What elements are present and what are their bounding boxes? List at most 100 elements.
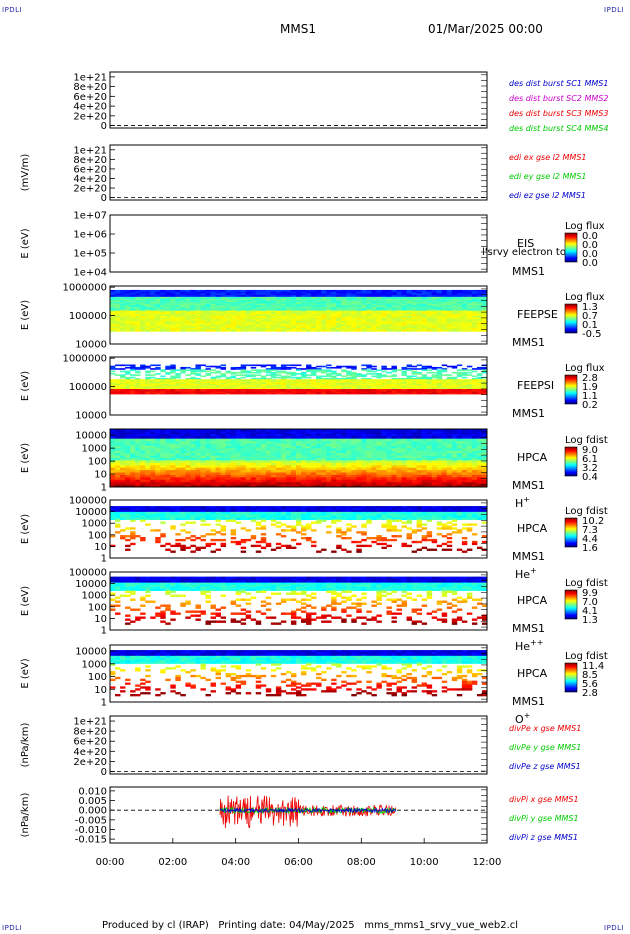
spacecraft-label: MMS1 — [512, 336, 545, 349]
instrument-label: HPCA — [517, 667, 548, 680]
corner-label-top-right: IPDLI — [604, 6, 625, 14]
ylabel-hpca-he1: E (eV) — [20, 514, 31, 544]
ytick-label: 1000000 — [62, 283, 107, 294]
ytick-label: 1000 — [82, 444, 107, 455]
ytick-label: 0 — [101, 767, 107, 778]
frame-hpca-h — [109, 428, 488, 488]
colorbar-tick-label: 1.9 — [582, 382, 598, 393]
xtick-label: 10:00 — [410, 857, 439, 868]
ytick-label: 6e+20 — [73, 92, 107, 103]
footer-produced-by: Produced by cl (IRAP) — [102, 920, 209, 931]
ylabel-hpca-h: E (eV) — [20, 443, 31, 473]
corner-label-top-left: IPDLI — [2, 6, 23, 14]
colorbar-tick-label: 5.6 — [582, 679, 598, 690]
colorbar-tick-label: 4.1 — [582, 606, 598, 617]
ylabel-divpe: (nPa/km) — [20, 723, 31, 768]
colorbar-tick-label: 0.7 — [582, 311, 598, 322]
colorbar — [564, 517, 578, 548]
legend-entry: des dist burst SC2 MMS2 — [509, 94, 608, 103]
ytick-label: 10000 — [75, 340, 107, 351]
ylabel-feeps-i: E (eV) — [20, 371, 31, 401]
ytick-label: 1e+06 — [73, 230, 107, 241]
frame-feeps-i — [109, 356, 488, 416]
spectrogram-hpca-he2 — [110, 576, 488, 625]
species-label: H+ — [515, 495, 530, 510]
colorbar — [564, 303, 578, 334]
xtick-label: 12:00 — [473, 857, 502, 868]
frame-edi-e — [109, 144, 488, 201]
ytick-label: -0.005 — [75, 815, 107, 826]
panel-feeps-e: 1000000 100000 10000 E (eV) FEEPSE MMS1 Log fl… — [20, 283, 605, 351]
legend-entry: divPe y gse MMS1 — [509, 743, 581, 752]
spectrogram-hpca-o — [110, 650, 488, 697]
colorbar — [564, 232, 578, 263]
colorbar-tick-label: 7.3 — [582, 525, 598, 536]
ytick-label: 1 — [101, 626, 107, 637]
spacecraft-label: MMS1 — [512, 407, 545, 420]
panel-hpca-h: 10000 1000 100 10 1 E (eV) HPCA MMS1 H+ Log fdist… — [20, 428, 608, 510]
legend-entry: divPi y gse MMS1 — [509, 814, 579, 823]
ytick-label: 0 — [101, 193, 107, 204]
ylabel-eis: E (eV) — [20, 228, 31, 258]
panel-eis: 1e+07 1e+06 1e+05 1e+04 E (eV) EIS MMS1 l'srvy … — [20, 211, 605, 279]
colorbar-tick-label: 0.0 — [582, 258, 598, 269]
colorbar-tick-label: 10.2 — [582, 516, 604, 527]
ytick-label: 4e+20 — [73, 747, 107, 758]
ytick-label: 100 — [88, 672, 107, 683]
ytick-label: 1e+21 — [73, 72, 107, 83]
ylabel-edi-e: (mV/m) — [20, 154, 31, 192]
ytick-label: 1e+21 — [73, 145, 107, 156]
header-spacecraft: MMS1 — [280, 22, 316, 36]
spectrogram-feeps-i — [110, 364, 488, 395]
legend-entry: edi ex gse l2 MMS1 — [509, 153, 587, 162]
legend-entry: divPe z gse MMS1 — [509, 762, 581, 771]
ytick-label: 10 — [94, 470, 107, 481]
colorbar-tick-label: 3.2 — [582, 463, 598, 474]
ytick-label: 100000 — [69, 382, 107, 393]
ytick-label: 1e+07 — [73, 211, 107, 222]
ytick-label: 8e+20 — [73, 82, 107, 93]
colorbar-tick-label: 0.2 — [582, 400, 598, 411]
legend-entry: des dist burst SC1 MMS1 — [509, 79, 608, 88]
frame-hpca-he2 — [109, 571, 488, 631]
instrument-label: FEEPSE — [517, 308, 558, 321]
ytick-label: 8e+20 — [73, 727, 107, 738]
panel-feeps-i: 1000000 100000 10000 E (eV) FEEPSI MMS1 Log fl… — [20, 354, 605, 422]
ytick-label: 1e+21 — [73, 717, 107, 728]
ytick-label: 1000000 — [62, 354, 107, 365]
ytick-label: 100000 — [69, 496, 107, 507]
ytick-label: 1000 — [82, 591, 107, 602]
frame-divpi — [109, 786, 488, 844]
xtick-label: 06:00 — [284, 857, 313, 868]
corner-label-bottom-right: IPDLI — [604, 924, 625, 932]
colorbar-tick-label: 1.6 — [582, 543, 598, 554]
spacecraft-label: MMS1 — [512, 695, 545, 708]
ytick-label: 10 — [94, 685, 107, 696]
colorbar-tick-label: 1.3 — [582, 302, 598, 313]
ytick-label: 1e+05 — [73, 249, 107, 260]
colorbar-title: Log flux — [565, 363, 605, 374]
colorbar-tick-label: 2.8 — [582, 688, 598, 699]
instrument-label: FEEPSI — [517, 379, 554, 392]
ytick-label: 4e+20 — [73, 102, 107, 113]
footer-printing-date: Printing date: 04/May/2025 — [218, 920, 355, 931]
legend-entry: divPi x gse MMS1 — [509, 795, 579, 804]
ytick-label: 1e+04 — [73, 268, 107, 279]
ytick-label: 2e+20 — [73, 111, 107, 122]
ytick-label: 100 — [88, 457, 107, 468]
xtick-label: 02:00 — [158, 857, 187, 868]
spacecraft-label: MMS1 — [512, 550, 545, 563]
ytick-label: -0.015 — [75, 835, 107, 846]
colorbar-tick-label: 1.3 — [582, 615, 598, 626]
colorbar-tick-label: 8.5 — [582, 670, 598, 681]
ytick-label: 10 — [94, 542, 107, 553]
ytick-label: 100000 — [69, 311, 107, 322]
legend-entry: divPe x gse MMS1 — [509, 724, 581, 733]
